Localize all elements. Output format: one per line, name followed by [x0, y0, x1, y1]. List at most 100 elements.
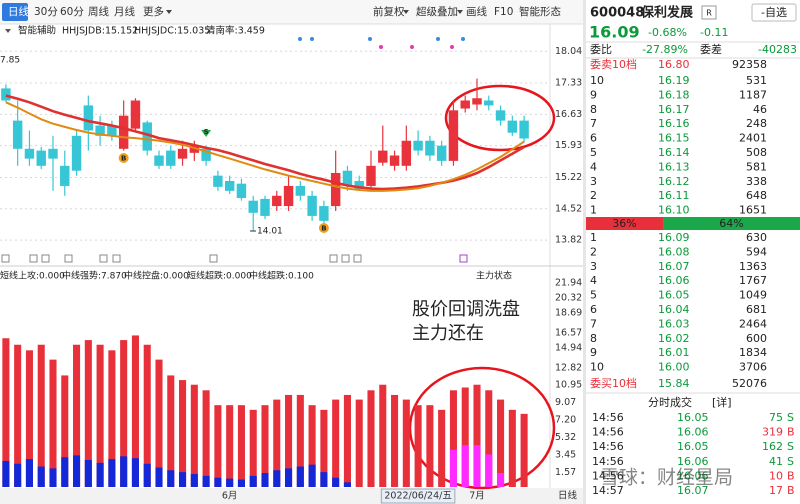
candle-body: [224, 181, 235, 191]
bar: [73, 344, 81, 487]
bar: [402, 399, 410, 487]
watch-button[interactable]: [751, 3, 797, 22]
bar: [61, 375, 69, 487]
bar: [49, 468, 57, 487]
tool-button[interactable]: 超级叠加: [416, 5, 458, 18]
bar: [414, 405, 422, 487]
bar: [249, 409, 257, 487]
bar: [143, 344, 151, 487]
signal-stars: [298, 37, 465, 49]
bar: [2, 338, 10, 487]
level-price: 16.02: [658, 332, 690, 345]
trade-side: S: [787, 411, 794, 424]
trade-price: 16.07: [677, 484, 709, 497]
level-volume: 248: [746, 117, 767, 130]
level-volume: 1049: [739, 289, 767, 302]
candle-body: [425, 140, 435, 156]
bar: [49, 359, 57, 487]
event-icon: [112, 254, 121, 263]
level-volume: 648: [746, 189, 767, 202]
level-volume: 1651: [739, 204, 767, 217]
level-volume: 2401: [739, 132, 767, 145]
period-tab[interactable]: 日线: [8, 5, 29, 18]
level-volume: 594: [746, 245, 767, 258]
badge: R: [706, 9, 712, 18]
level-label: 5: [590, 146, 597, 159]
candle-body: [519, 120, 529, 139]
bar: [379, 384, 387, 487]
candle-body: [142, 122, 152, 151]
trade-price: 16.05: [677, 411, 709, 424]
trade-price: 16.06: [677, 469, 709, 482]
candle-body: [472, 98, 482, 105]
panel-divider: [583, 0, 586, 504]
trade-side: B: [787, 484, 795, 497]
period-tab[interactable]: 周线: [88, 5, 109, 18]
legend-item: 中线控盘:0.000: [124, 270, 189, 282]
level-price: 16.80: [658, 58, 690, 71]
period-tab[interactable]: 30分: [34, 6, 58, 18]
candle-body: [201, 148, 211, 161]
bar: [14, 463, 22, 487]
level-label: 委买10档: [590, 376, 637, 390]
watch-label[interactable]: -自选: [761, 6, 787, 19]
period-tab[interactable]: 月线: [114, 5, 135, 18]
level-volume: 581: [746, 160, 767, 173]
badge-box: [701, 5, 717, 20]
change: -0.11: [700, 26, 728, 39]
bar: [449, 390, 457, 487]
bar: [261, 473, 269, 487]
bar: [355, 399, 363, 487]
period-tab[interactable]: 更多: [143, 5, 164, 18]
trades-detail[interactable]: [详]: [712, 395, 732, 409]
level-volume: 1363: [739, 260, 767, 273]
candle-body: [378, 150, 388, 163]
level-price: 16.07: [658, 260, 690, 273]
split-label: 64%: [719, 217, 743, 230]
tool-button[interactable]: 智能形态: [519, 5, 561, 18]
candle-body: [118, 115, 129, 149]
level-label: 3: [590, 175, 597, 188]
trade-side: S: [787, 455, 794, 468]
bar: [485, 454, 493, 487]
y-tick-label: 18.04: [555, 46, 582, 57]
bar: [108, 459, 116, 487]
level-label: 7: [590, 117, 597, 130]
trade-volume: 75: [769, 411, 783, 424]
toolbar-bg: [0, 0, 583, 24]
level-label: 2: [590, 189, 597, 202]
tool-button[interactable]: F10: [494, 6, 513, 18]
level-label: 10: [590, 74, 604, 87]
level-price: 16.09: [658, 231, 690, 244]
y-tick-label: 20.32: [555, 293, 582, 304]
level-price: 16.06: [658, 274, 690, 287]
candle-body: [189, 145, 200, 153]
level-price: 16.15: [658, 132, 690, 145]
bar: [332, 477, 340, 487]
level-price: 16.19: [658, 74, 690, 87]
tool-button[interactable]: 前复权: [373, 5, 405, 18]
level-volume: 630: [746, 231, 767, 244]
bar: [473, 445, 481, 487]
candle-body: [448, 110, 459, 161]
candle-body: [260, 198, 270, 216]
level-price: 16.03: [658, 317, 690, 330]
level-price: 16.01: [658, 346, 690, 359]
level-volume: 2464: [739, 317, 767, 330]
bar: [508, 409, 516, 487]
callout-text: 主力还在: [412, 323, 484, 344]
bar: [2, 460, 10, 487]
bar: [237, 479, 245, 487]
bar: [37, 344, 45, 487]
level-volume: 1834: [739, 346, 767, 359]
trade-price: 16.06: [677, 426, 709, 439]
period-tab[interactable]: 60分: [60, 6, 84, 18]
trade-time: 14:56: [592, 469, 624, 482]
legend-item: 清南率:3.459: [206, 25, 265, 37]
signal-label: S: [204, 128, 209, 136]
candle-body: [166, 150, 176, 166]
tool-button[interactable]: 画线: [466, 5, 487, 18]
period-label[interactable]: 日线: [558, 490, 578, 502]
level-price: 16.04: [658, 303, 690, 316]
